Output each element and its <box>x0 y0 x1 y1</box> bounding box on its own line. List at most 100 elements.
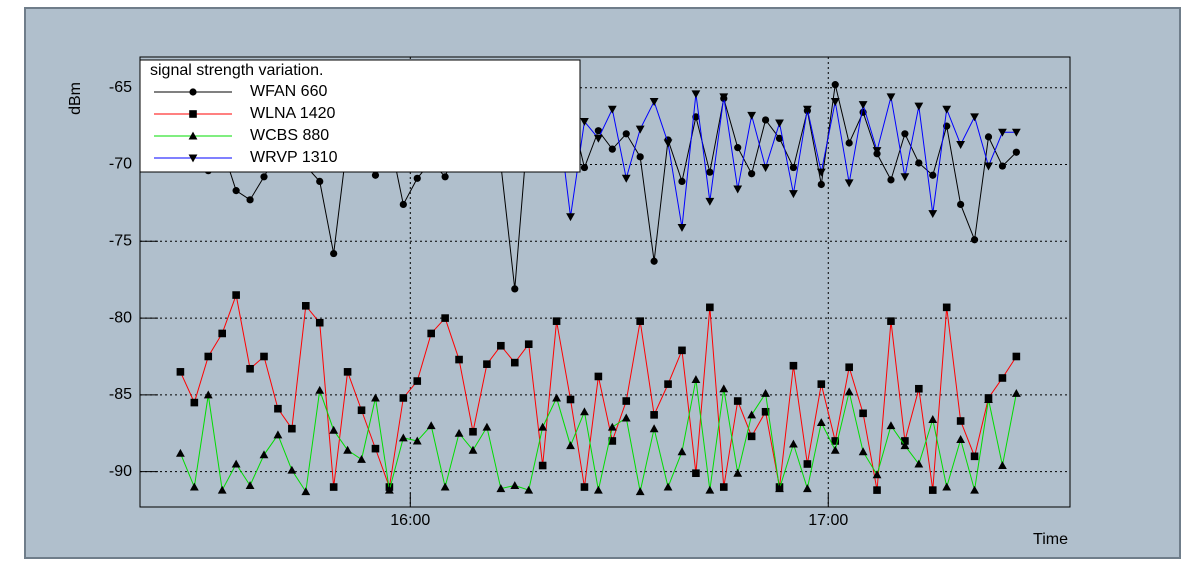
marker <box>260 173 268 181</box>
marker <box>454 428 464 437</box>
marker <box>789 163 798 172</box>
marker <box>677 447 687 456</box>
marker <box>706 303 714 312</box>
marker <box>859 409 867 418</box>
marker <box>412 436 422 445</box>
marker <box>816 418 826 427</box>
marker <box>483 360 491 368</box>
marker <box>747 432 756 441</box>
legend-marker <box>189 110 197 118</box>
legend-label: WFAN 660 <box>250 83 327 100</box>
marker <box>831 81 839 89</box>
marker <box>204 352 213 361</box>
marker <box>384 485 394 494</box>
marker <box>329 483 338 491</box>
marker <box>621 174 631 183</box>
marker <box>399 200 407 209</box>
legend-marker <box>188 131 198 140</box>
marker <box>845 363 853 372</box>
marker <box>914 459 924 468</box>
marker <box>761 407 770 416</box>
marker <box>984 133 993 141</box>
marker <box>789 190 798 199</box>
marker <box>441 314 449 322</box>
marker <box>649 98 659 106</box>
marker <box>621 413 631 422</box>
marker <box>706 168 714 176</box>
marker <box>872 470 882 479</box>
marker <box>691 375 701 384</box>
legend-label: WCBS 880 <box>250 127 329 144</box>
marker <box>607 105 617 114</box>
marker <box>692 469 700 478</box>
marker <box>970 113 979 122</box>
marker <box>455 355 463 364</box>
marker <box>593 134 603 143</box>
marker <box>246 364 254 373</box>
marker <box>928 210 938 219</box>
marker <box>748 170 756 178</box>
marker <box>552 317 561 325</box>
marker <box>580 163 589 172</box>
legend: signal strength variation. WFAN 660 WLNA 1… <box>139 59 581 173</box>
marker <box>984 162 993 171</box>
marker <box>217 485 227 494</box>
marker <box>663 482 673 491</box>
marker <box>357 406 366 415</box>
marker <box>440 482 450 491</box>
marker <box>413 174 421 182</box>
marker <box>845 139 853 147</box>
marker <box>998 128 1007 137</box>
marker <box>678 346 686 355</box>
y-tick-label: -70 <box>109 156 132 173</box>
x-axis-title: Time <box>1033 531 1068 548</box>
marker <box>524 485 534 494</box>
marker <box>942 303 951 312</box>
y-tick-label: -75 <box>109 233 132 250</box>
legend-marker <box>188 154 198 163</box>
marker <box>928 415 938 423</box>
marker <box>984 395 993 404</box>
marker <box>942 105 952 114</box>
marker <box>357 454 366 463</box>
marker <box>817 380 826 388</box>
marker <box>274 404 282 413</box>
marker <box>468 445 478 454</box>
marker <box>789 361 798 370</box>
marker <box>622 397 631 405</box>
marker <box>956 141 966 149</box>
y-tick-label: -80 <box>109 309 132 326</box>
marker <box>203 390 213 399</box>
marker <box>677 223 687 232</box>
marker <box>886 421 896 430</box>
marker <box>330 249 338 258</box>
marker <box>775 134 784 142</box>
y-tick-label: -90 <box>109 463 132 480</box>
marker <box>496 484 506 493</box>
marker <box>441 173 449 181</box>
marker <box>956 435 966 443</box>
marker <box>189 482 199 491</box>
marker <box>594 372 603 381</box>
marker <box>998 461 1007 470</box>
marker <box>426 421 436 430</box>
marker <box>761 388 770 397</box>
marker <box>622 130 630 138</box>
marker <box>427 329 435 338</box>
marker <box>371 444 380 453</box>
marker <box>858 447 868 456</box>
marker <box>259 450 269 459</box>
marker <box>705 485 715 494</box>
marker <box>761 116 770 124</box>
marker <box>580 483 589 491</box>
marker <box>636 153 644 161</box>
marker <box>273 430 283 439</box>
marker <box>469 427 477 436</box>
marker <box>510 358 519 367</box>
marker <box>246 196 254 204</box>
marker <box>232 187 240 195</box>
marker <box>232 291 240 299</box>
marker <box>915 384 923 393</box>
marker <box>802 105 812 114</box>
